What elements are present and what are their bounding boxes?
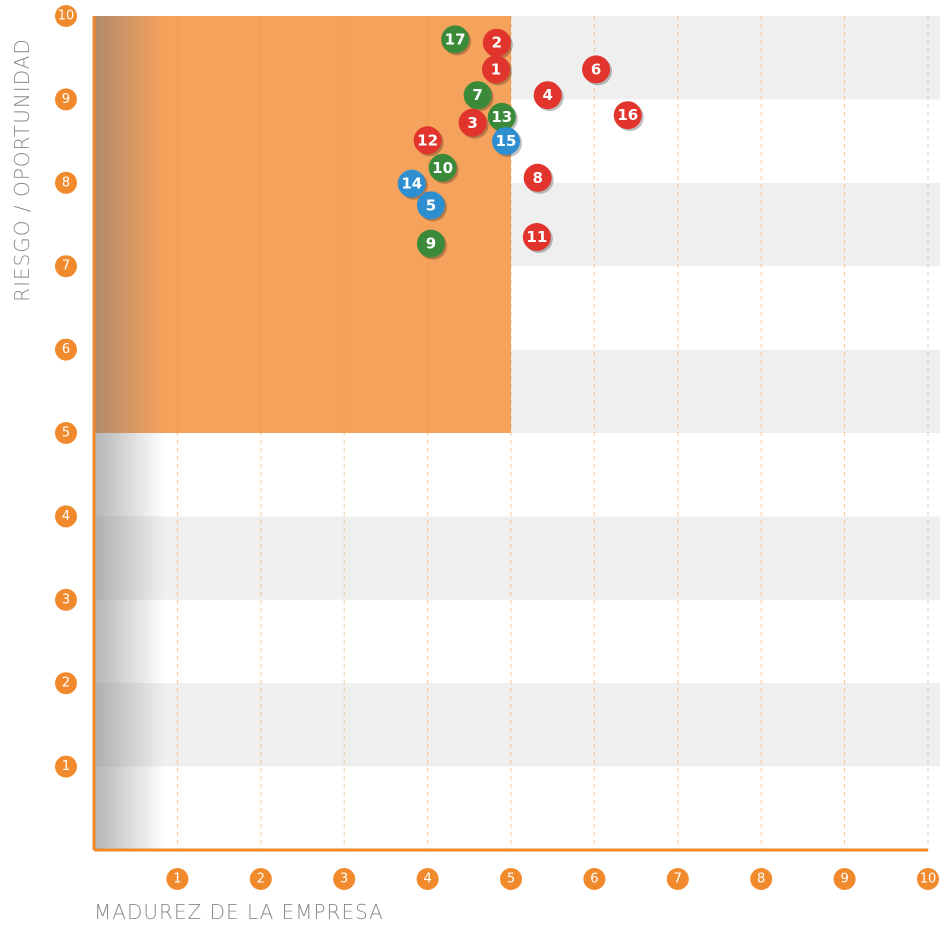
- x-tick-label: 4: [423, 872, 431, 887]
- shadow: [94, 16, 164, 850]
- x-tick-marker: [500, 868, 522, 890]
- point: [416, 229, 445, 258]
- point: [413, 126, 442, 155]
- point: [463, 81, 492, 110]
- x-tick-marker: [416, 868, 439, 890]
- point-label: 8: [532, 169, 542, 187]
- point: [582, 55, 611, 84]
- y-tick-label: 7: [62, 259, 70, 274]
- y-tick-label: 1: [62, 759, 70, 774]
- y-tick-label: 10: [58, 9, 75, 24]
- x-tick-marker: [917, 868, 939, 890]
- y-tick-label: 4: [62, 509, 70, 524]
- point-label: 16: [617, 106, 638, 124]
- y-tick-label: 8: [62, 175, 70, 190]
- point: [428, 153, 457, 182]
- point: [416, 191, 445, 220]
- point-label: 5: [426, 196, 436, 214]
- point-label: 9: [426, 235, 436, 253]
- band: [94, 516, 940, 600]
- band: [94, 683, 940, 767]
- x-tick-label: 10: [920, 872, 937, 887]
- x-tick-marker: [166, 868, 189, 890]
- x-axis-title: MADUREZ DE LA EMPRESA: [94, 900, 384, 924]
- y-tick-marker: [55, 5, 77, 27]
- point-label: 12: [417, 131, 438, 149]
- y-tick-label: 3: [62, 592, 70, 607]
- point-label: 15: [496, 132, 517, 150]
- y-tick-marker: [55, 505, 77, 528]
- x-tick-label: 2: [257, 872, 265, 887]
- y-tick-label: 9: [62, 92, 70, 107]
- point: [613, 101, 642, 130]
- x-tick-marker: [583, 868, 606, 890]
- y-tick-label: 6: [62, 342, 70, 357]
- y-tick-label: 2: [62, 676, 70, 691]
- point: [533, 81, 562, 110]
- point-label: 11: [526, 228, 547, 246]
- point-label: 1: [491, 60, 501, 78]
- point: [458, 108, 487, 137]
- point: [522, 223, 551, 252]
- point-label: 10: [432, 159, 453, 177]
- point-label: 13: [491, 108, 512, 126]
- point: [523, 163, 552, 192]
- x-tick-marker: [833, 868, 856, 890]
- y-tick-marker: [55, 88, 77, 111]
- point-label: 14: [401, 175, 422, 193]
- point-label: 7: [472, 86, 482, 104]
- x-tick-label: 1: [173, 872, 181, 887]
- y-tick-marker: [55, 672, 77, 695]
- y-tick-marker: [55, 255, 77, 278]
- x-tick-label: 9: [840, 872, 848, 887]
- point: [491, 127, 520, 156]
- x-tick-label: 8: [757, 872, 765, 887]
- y-tick-marker: [55, 588, 77, 611]
- point: [482, 28, 511, 57]
- x-tick-label: 6: [590, 872, 598, 887]
- y-tick-marker: [55, 755, 77, 778]
- point-label: 3: [467, 114, 477, 132]
- x-tick-label: 3: [340, 872, 348, 887]
- point-label: 6: [591, 60, 601, 78]
- x-tick-label: 5: [507, 872, 515, 887]
- point: [481, 55, 510, 84]
- y-tick-marker: [55, 338, 77, 361]
- y-tick-marker: [55, 171, 77, 194]
- point-label: 2: [492, 34, 502, 52]
- point: [487, 102, 516, 131]
- y-axis-title: RIESGO / OPORTUNIDAD: [10, 38, 34, 302]
- point-label: 17: [445, 30, 466, 48]
- y-tick-label: 5: [62, 426, 70, 441]
- x-tick-marker: [249, 868, 272, 890]
- point-label: 4: [542, 86, 552, 104]
- x-tick-label: 7: [674, 872, 682, 887]
- x-tick-marker: [333, 868, 356, 890]
- x-tick-marker: [666, 868, 689, 890]
- point: [441, 25, 470, 54]
- point: [397, 169, 426, 198]
- y-tick-marker: [55, 422, 77, 444]
- x-tick-marker: [750, 868, 773, 890]
